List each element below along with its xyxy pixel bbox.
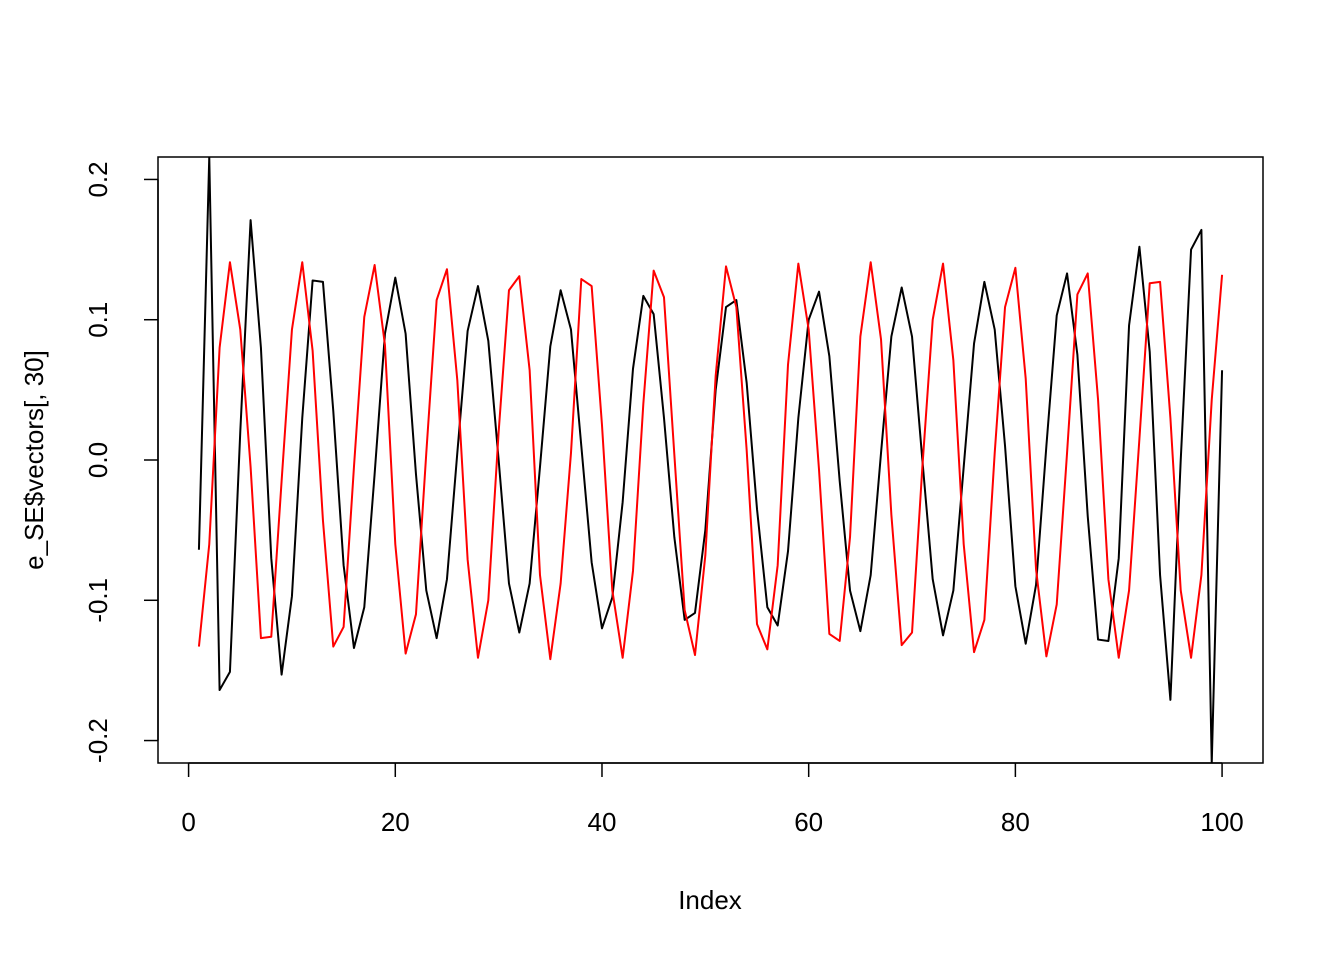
data-line <box>197 261 1224 661</box>
plot-area <box>197 157 1224 763</box>
y-tick-label: 0.2 <box>83 161 113 197</box>
y-tick-label: 0.1 <box>83 302 113 338</box>
x-tick-label: 60 <box>794 807 823 837</box>
plot-frame <box>157 156 1264 764</box>
x-tick-label: 100 <box>1200 807 1243 837</box>
y-tick-label: 0.0 <box>83 442 113 478</box>
x-tick-label: 20 <box>381 807 410 837</box>
y-tick-label: -0.2 <box>83 718 113 763</box>
x-tick-label: 80 <box>1001 807 1030 837</box>
x-tick-label: 0 <box>181 807 195 837</box>
y-axis-label: e_SE$vectors[, 30] <box>19 350 49 570</box>
x-axis-label: Index <box>678 885 742 915</box>
x-tick-label: 40 <box>588 807 617 837</box>
y-tick-label: -0.1 <box>83 578 113 623</box>
